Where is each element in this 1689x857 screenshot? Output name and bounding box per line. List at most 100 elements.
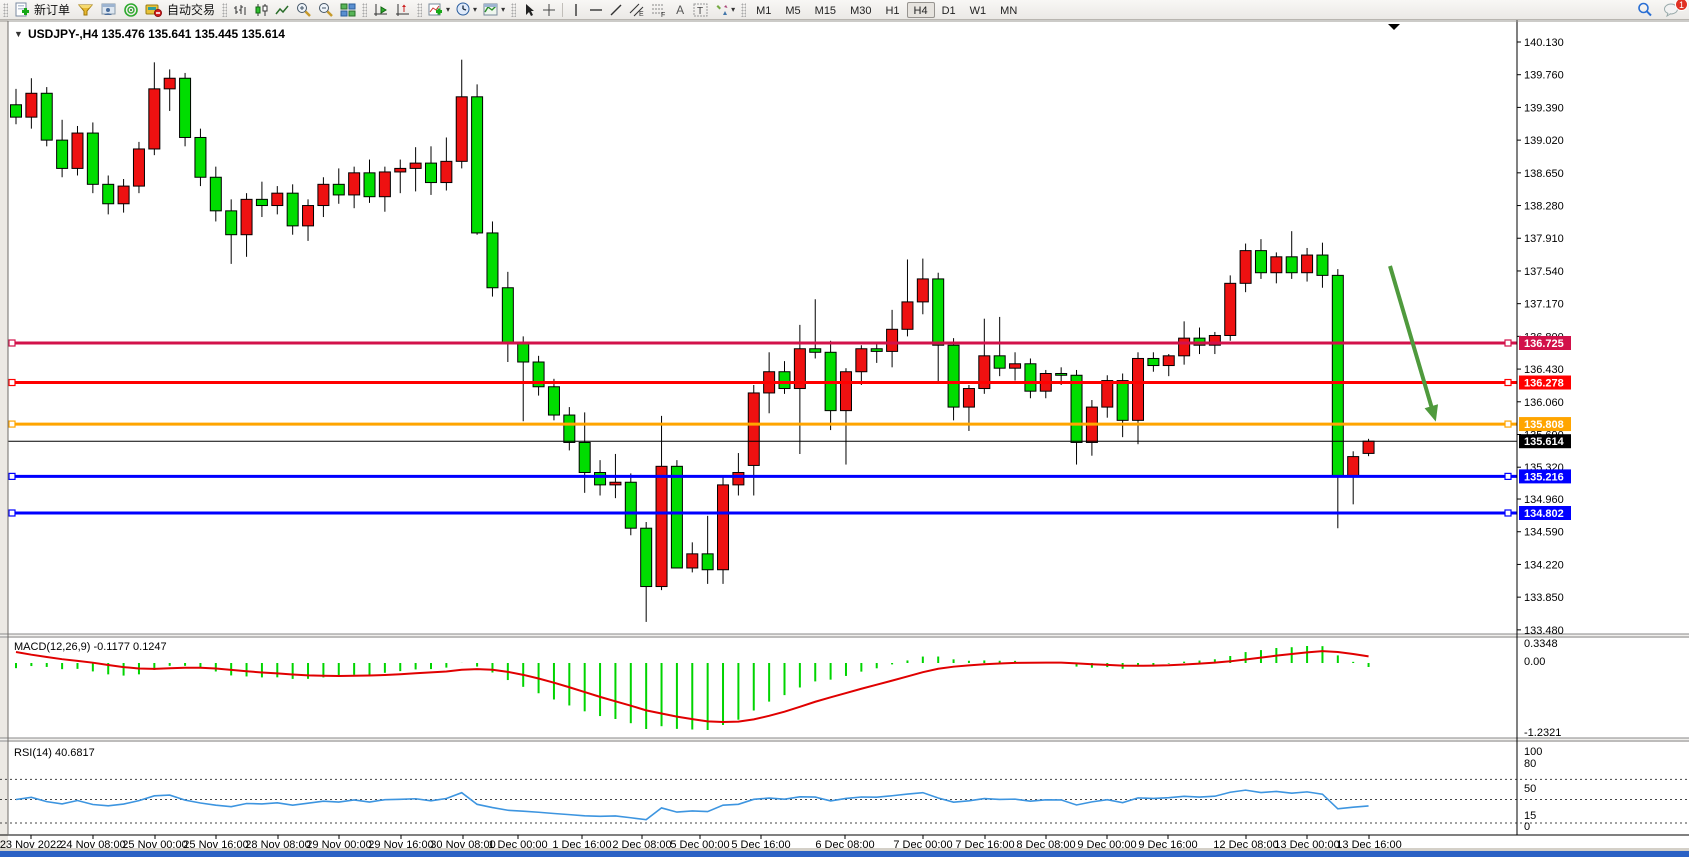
candle-body xyxy=(132,148,145,187)
price-label-text: 135.216 xyxy=(1524,471,1564,483)
new-order-button[interactable] xyxy=(11,1,33,19)
candle-body xyxy=(117,185,130,205)
candlestick-chart-button[interactable] xyxy=(251,1,272,19)
notifications-button[interactable]: 1 xyxy=(1660,0,1688,19)
auto-trading-label[interactable]: 自动交易 xyxy=(167,3,216,17)
cursor-tool-button[interactable] xyxy=(519,1,539,19)
zoom-out-button[interactable] xyxy=(315,1,337,19)
tile-windows-button[interactable] xyxy=(337,1,359,19)
line-anchor-handle[interactable] xyxy=(1504,420,1512,428)
person-window-icon xyxy=(101,3,116,15)
line-anchor-handle[interactable] xyxy=(1504,472,1512,480)
vertical-line-tool[interactable] xyxy=(566,1,586,19)
notification-badge: 1 xyxy=(1675,0,1688,11)
bar-chart-button[interactable] xyxy=(230,1,251,19)
search-button[interactable] xyxy=(1634,1,1656,19)
line-anchor-handle[interactable] xyxy=(1504,339,1512,347)
candle-body xyxy=(148,88,161,150)
line-anchor-handle[interactable] xyxy=(8,378,16,387)
candle-body xyxy=(640,527,653,588)
candle-body xyxy=(486,232,499,289)
toolbar-grip[interactable] xyxy=(511,2,517,17)
pane-separator[interactable] xyxy=(0,738,1689,742)
signals-button[interactable] xyxy=(120,1,142,19)
styler-button[interactable] xyxy=(74,1,97,19)
toolbar-grip[interactable] xyxy=(362,2,368,17)
toolbar-grip[interactable] xyxy=(3,2,8,17)
candle-body xyxy=(1055,372,1068,376)
dropdown-arrow-icon: ▾ xyxy=(473,5,478,14)
auto-trading-button[interactable] xyxy=(142,1,166,19)
candle-body xyxy=(670,465,683,569)
candle-body xyxy=(547,386,560,416)
timeframe-M30[interactable]: M30 xyxy=(850,4,872,17)
horizontal-line-tool[interactable] xyxy=(586,1,606,19)
label-tool[interactable]: T xyxy=(690,1,711,19)
chart-background xyxy=(0,20,1689,851)
timeframe-D1[interactable]: D1 xyxy=(941,4,956,17)
timeframe-MN[interactable]: MN xyxy=(1000,4,1018,17)
rsi-label: RSI(14) 40.6817 xyxy=(14,747,95,759)
line-anchor-handle[interactable] xyxy=(1504,509,1512,517)
price-label-box xyxy=(1519,505,1571,520)
line-chart-button[interactable] xyxy=(272,1,293,19)
arrows-tool[interactable]: ▾ xyxy=(711,1,738,19)
chart-area[interactable]: 140.130 139.760 139.390 139.020 138.650 138.2… xyxy=(0,20,1689,851)
timeframe-M5[interactable]: M5 xyxy=(785,4,801,17)
tile-windows-icon xyxy=(340,3,356,16)
line-chart-icon xyxy=(275,5,289,14)
toolbar-grip[interactable] xyxy=(417,2,423,17)
trendline-tool[interactable] xyxy=(606,1,626,19)
candle-body xyxy=(102,183,115,205)
arrows-icon xyxy=(716,4,728,15)
fibonacci-tool[interactable]: F xyxy=(648,1,670,19)
zoom-in-button[interactable] xyxy=(293,1,315,19)
candle-body xyxy=(932,278,945,346)
price-label-box xyxy=(1519,469,1571,484)
line-anchor-handle[interactable] xyxy=(1504,378,1512,387)
channel-tool[interactable]: E xyxy=(626,1,648,19)
toolbar-grip[interactable] xyxy=(741,2,747,17)
candle-body xyxy=(1270,256,1283,274)
macd-axis-label: 0.3348 xyxy=(1524,638,1558,650)
templates-button[interactable]: ▾ xyxy=(480,1,508,19)
candle-body xyxy=(1362,440,1375,454)
line-anchor-handle[interactable] xyxy=(8,420,16,428)
title-dropdown-icon[interactable]: ▼ xyxy=(14,29,23,39)
left-margin xyxy=(0,20,8,851)
auto-scroll-button[interactable] xyxy=(370,1,392,19)
new-order-label[interactable]: 新订单 xyxy=(34,3,71,17)
chart-shift-marker[interactable] xyxy=(1388,24,1400,30)
indicators-button[interactable]: ▾ xyxy=(425,1,453,19)
community-button[interactable] xyxy=(97,1,120,19)
price-label-box xyxy=(1519,336,1571,350)
rsi-axis-label: 50 xyxy=(1524,783,1536,795)
dropdown-arrow-icon: ▾ xyxy=(731,5,736,14)
timeframe-M15[interactable]: M15 xyxy=(814,4,837,17)
line-anchor-handle[interactable] xyxy=(8,339,16,347)
dropdown-arrow-icon: ▾ xyxy=(446,5,451,14)
price-tick-label: 139.020 xyxy=(1524,135,1564,147)
pane-separator[interactable] xyxy=(0,634,1689,638)
candle-body xyxy=(870,348,883,352)
timeframe-W1[interactable]: W1 xyxy=(969,4,987,17)
candle-body xyxy=(1147,357,1160,367)
timeframe-H4[interactable]: H4 xyxy=(906,1,935,18)
chart-shift-button[interactable] xyxy=(392,1,414,19)
toolbar-grip[interactable] xyxy=(222,2,228,17)
text-tool[interactable]: A xyxy=(670,1,690,19)
timeframe-M1[interactable]: M1 xyxy=(756,4,772,17)
candle-body xyxy=(901,301,914,330)
svg-text:E: E xyxy=(639,11,644,17)
timeframe-H1[interactable]: H1 xyxy=(885,4,900,17)
candle-body xyxy=(1101,380,1114,408)
periods-button[interactable]: ▾ xyxy=(453,1,480,19)
candle-body xyxy=(271,192,284,207)
chat-bubble-icon xyxy=(1664,3,1678,17)
crosshair-tool-button[interactable] xyxy=(539,1,559,19)
candle-body xyxy=(1162,355,1175,367)
trend-arrow-object[interactable] xyxy=(1388,265,1435,413)
line-anchor-handle[interactable] xyxy=(8,509,16,517)
candle-body xyxy=(809,348,822,353)
line-anchor-handle[interactable] xyxy=(8,472,16,480)
